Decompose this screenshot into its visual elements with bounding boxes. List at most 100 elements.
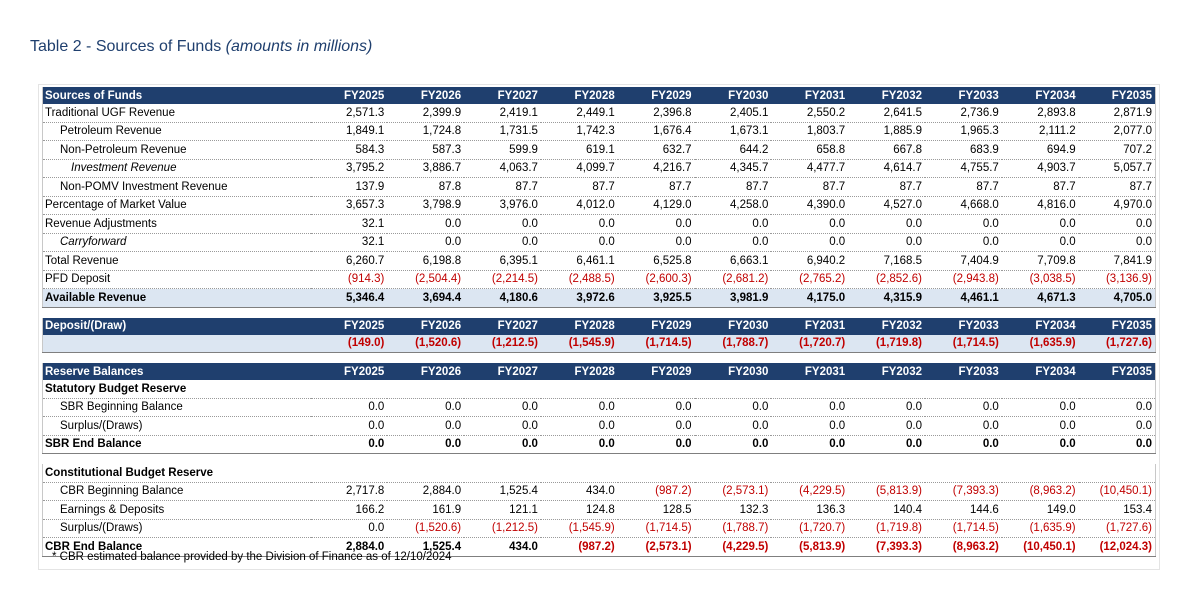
value-cell: 0.0 <box>694 435 772 454</box>
value-cell: (10,450.1) <box>1078 482 1156 501</box>
section-table: Reserve Balances FY2025 FY2026 FY2027 FY2028… <box>42 363 1156 454</box>
value-cell: (1,212.5) <box>464 519 541 538</box>
value-cell: 6,940.2 <box>771 251 849 271</box>
value-cell: 0.0 <box>925 398 1002 417</box>
value-cell: 128.5 <box>617 500 695 520</box>
value-cell: 1,965.3 <box>925 122 1002 141</box>
value-cell: 3,795.2 <box>310 159 388 178</box>
value-cell: (1,212.5) <box>464 334 541 353</box>
column-header: FY2031 <box>771 87 849 104</box>
value-cell: 0.0 <box>694 214 772 234</box>
value-cell: 124.8 <box>540 500 618 520</box>
value-cell: 3,972.6 <box>540 288 618 308</box>
value-cell: (1,727.6) <box>1078 334 1156 353</box>
column-header: FY2032 <box>848 363 925 380</box>
value-cell: 121.1 <box>464 500 541 520</box>
column-header: FY2027 <box>464 363 541 380</box>
value-cell: 0.0 <box>464 214 541 234</box>
value-cell: 7,709.8 <box>1001 251 1079 271</box>
value-cell: 0.0 <box>771 214 849 234</box>
value-cell: 0.0 <box>1078 214 1156 234</box>
value-cell: 2,571.3 <box>310 104 388 123</box>
value-cell: (2,600.3) <box>617 270 695 289</box>
table-row: Non-Petroleum Revenue 584.3 587.3 599.9 619.… <box>42 140 1156 160</box>
value-cell: 667.8 <box>848 140 925 160</box>
value-cell: 137.9 <box>310 177 388 197</box>
value-cell: 87.7 <box>540 177 618 197</box>
value-cell: 0.0 <box>540 416 618 436</box>
column-header: FY2026 <box>387 363 465 380</box>
value-cell: 0.0 <box>310 519 388 538</box>
row-label: SBR Beginning Balance <box>42 398 311 417</box>
value-cell: 1,525.4 <box>387 537 465 557</box>
value-cell: (5,813.9) <box>848 482 925 501</box>
value-cell: 5,346.4 <box>310 288 388 308</box>
column-header: FY2026 <box>387 87 465 104</box>
value-cell: 0.0 <box>617 214 695 234</box>
value-cell: 0.0 <box>771 233 849 252</box>
value-cell: 0.0 <box>387 416 465 436</box>
value-cell: 153.4 <box>1078 500 1156 520</box>
value-cell: 584.3 <box>310 140 388 160</box>
column-header: FY2027 <box>464 87 541 104</box>
value-cell: 0.0 <box>617 233 695 252</box>
value-cell: 434.0 <box>540 482 618 501</box>
table-row: Non-POMV Investment Revenue 137.9 87.8 87.7… <box>42 177 1156 197</box>
row-label: CBR End Balance <box>42 537 311 557</box>
value-cell: (987.2) <box>617 482 695 501</box>
value-cell: (149.0) <box>310 334 388 353</box>
value-cell: 1,803.7 <box>771 122 849 141</box>
column-header: FY2028 <box>540 87 618 104</box>
value-cell: 7,404.9 <box>925 251 1002 271</box>
row-label: Constitutional Budget Reserve <box>42 464 1156 483</box>
row-label: Petroleum Revenue <box>42 122 311 141</box>
value-cell: (2,681.2) <box>694 270 772 289</box>
value-cell: 0.0 <box>848 416 925 436</box>
table-row: SBR Beginning Balance 0.0 0.0 0.0 0.0 0.0 0.0 0… <box>42 398 1156 417</box>
table-row: PFD Deposit (914.3) (2,504.4) (2,214.5) (2,4… <box>42 270 1156 289</box>
value-cell: 2,419.1 <box>464 104 541 123</box>
value-cell: (4,229.5) <box>771 482 849 501</box>
table-row: Constitutional Budget Reserve <box>42 464 1156 483</box>
value-cell: 1,724.8 <box>387 122 465 141</box>
value-cell: 0.0 <box>848 214 925 234</box>
value-cell: 0.0 <box>617 416 695 436</box>
value-cell: 4,816.0 <box>1001 196 1079 215</box>
table-row: Carryforward 32.1 0.0 0.0 0.0 0.0 0.0 0.0 0.0 0.0… <box>42 233 1156 252</box>
value-cell: 132.3 <box>694 500 772 520</box>
column-header: FY2030 <box>694 363 772 380</box>
value-cell: (1,727.6) <box>1078 519 1156 538</box>
value-cell: 0.0 <box>771 435 849 454</box>
value-cell: 3,886.7 <box>387 159 465 178</box>
value-cell: 0.0 <box>925 214 1002 234</box>
value-cell: 0.0 <box>1001 233 1079 252</box>
section-heading: Sources of Funds <box>42 87 311 104</box>
row-label: Percentage of Market Value <box>42 196 311 215</box>
column-header: FY2031 <box>771 317 849 335</box>
value-cell: 1,849.1 <box>310 122 388 141</box>
section-table: Deposit/(Draw) FY2025 FY2026 FY2027 FY2028 FY… <box>42 317 1156 353</box>
value-cell: 3,694.4 <box>387 288 465 308</box>
value-cell: 0.0 <box>540 435 618 454</box>
value-cell: 4,258.0 <box>694 196 772 215</box>
column-header: FY2034 <box>1001 363 1079 380</box>
value-cell: 4,390.0 <box>771 196 849 215</box>
value-cell: 0.0 <box>925 435 1002 454</box>
value-cell: 0.0 <box>617 435 695 454</box>
value-cell: 4,668.0 <box>925 196 1002 215</box>
value-cell: 136.3 <box>771 500 849 520</box>
column-header: FY2035 <box>1078 363 1156 380</box>
value-cell: 149.0 <box>1001 500 1079 520</box>
column-header: FY2031 <box>771 363 849 380</box>
value-cell: 87.7 <box>464 177 541 197</box>
value-cell: 6,461.1 <box>540 251 618 271</box>
row-label: Surplus/(Draws) <box>42 519 311 538</box>
value-cell: 144.6 <box>925 500 1002 520</box>
column-header: FY2027 <box>464 317 541 335</box>
value-cell: (1,520.6) <box>387 334 465 353</box>
value-cell: 4,477.7 <box>771 159 849 178</box>
table-row: SBR End Balance 0.0 0.0 0.0 0.0 0.0 0.0 0.0 0.0 0… <box>42 435 1156 454</box>
value-cell: 0.0 <box>694 233 772 252</box>
table-row: Surplus/(Draws) 0.0 (1,520.6) (1,212.5) (1,5… <box>42 519 1156 538</box>
row-label: Surplus/(Draws) <box>42 416 311 436</box>
